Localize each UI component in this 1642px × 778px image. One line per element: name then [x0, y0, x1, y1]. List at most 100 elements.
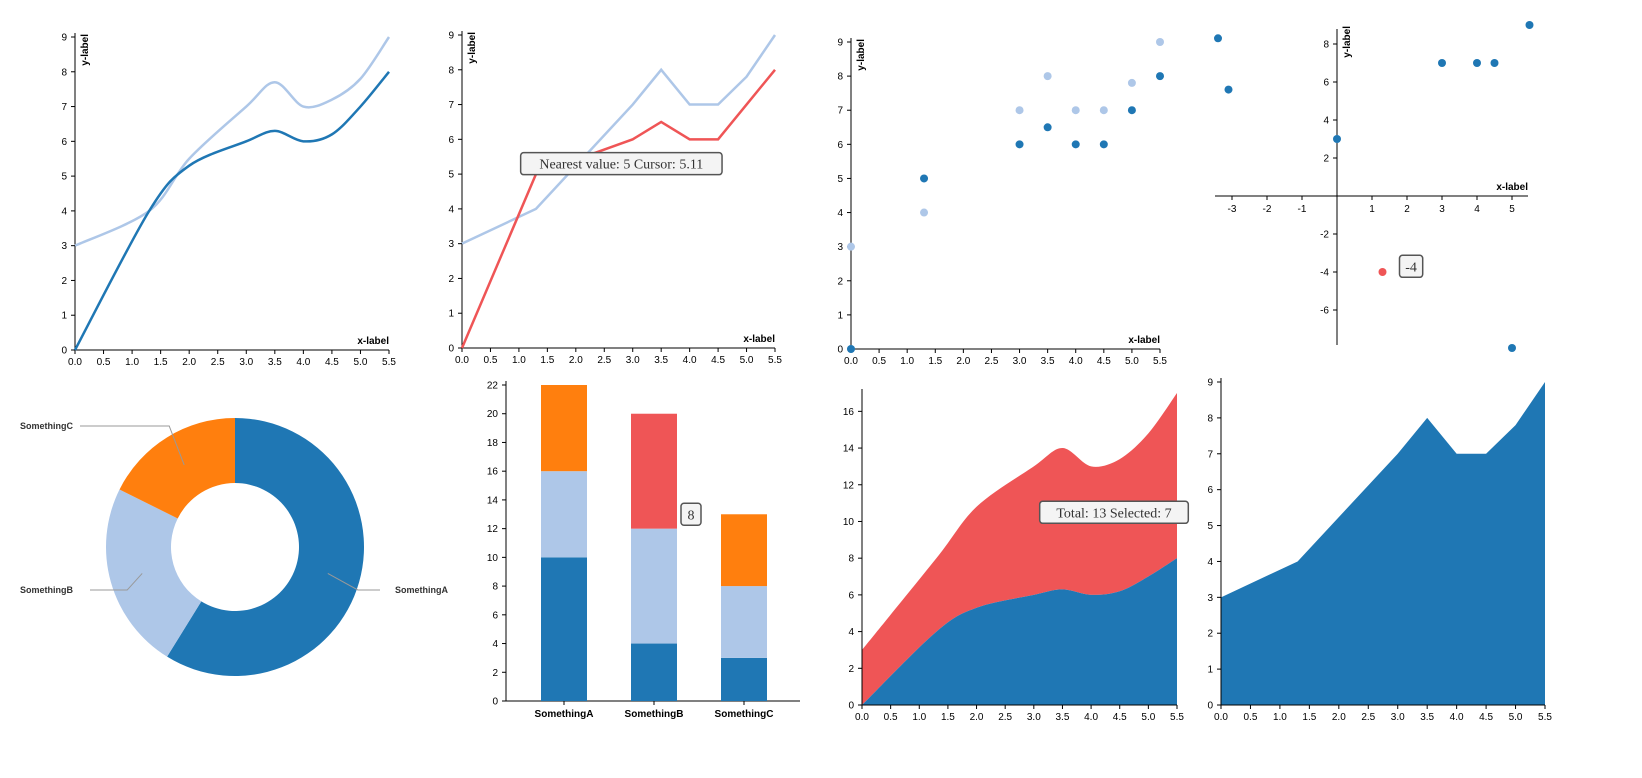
scatter-point-s1[interactable]	[1525, 21, 1534, 29]
tooltip-box	[680, 502, 702, 527]
scatter-point-s1[interactable]	[1127, 78, 1136, 87]
y-tick-label: 2	[848, 664, 854, 675]
area-series-1[interactable]	[1221, 382, 1545, 705]
area-series-2[interactable]	[862, 393, 1177, 705]
scatter-point-s2[interactable]	[1127, 106, 1136, 115]
leader-line	[80, 425, 185, 466]
y-tick-label: 3	[1207, 593, 1213, 604]
scatter-chart-1: 0.0 0.5 1.0 1.5 2.0 2.5 3.0 3.5 4.0 4.5 5.0 5.5 0 1 2 3…	[837, 38, 1167, 368]
scatter-point-s1[interactable]	[1214, 34, 1222, 43]
x-tick-label: 3.0	[239, 357, 253, 368]
x-tick-label: 5.5	[1153, 356, 1167, 367]
y-tick-label: 7	[448, 100, 454, 111]
bar-segment-somethingb-2[interactable]	[631, 528, 677, 644]
y-tick-label: 0	[492, 697, 498, 708]
leader-line	[327, 572, 380, 591]
y-tick-label: 5	[61, 172, 67, 183]
bar-segment-somethinga-1[interactable]	[541, 557, 587, 701]
y-axis-title: y-label	[80, 34, 91, 66]
scatter-point-s1[interactable]	[920, 208, 929, 217]
bar-segment-somethingb-1[interactable]	[631, 643, 677, 701]
x-tick-label: 5.0	[1509, 712, 1523, 723]
y-tick-label: 8	[492, 582, 498, 593]
y-tick-label: 1	[61, 311, 67, 322]
tooltip-text: Nearest value: 5 Cursor: 5.11	[539, 158, 703, 173]
x-tick-label: 1.5	[154, 357, 168, 368]
scatter-point-s1[interactable]	[1438, 59, 1446, 67]
y-axis-title: y-label	[467, 32, 478, 64]
x-tick-label: 5.0	[354, 357, 368, 368]
y-tick-label: 0	[1207, 701, 1213, 712]
bar-segment-somethingc-3[interactable]	[721, 514, 767, 587]
line-chart-2: 0.0 0.5 1.0 1.5 2.0 2.5 3.0 3.5 4.0 4.5 5.0 5.5 0 1 2 3…	[448, 31, 782, 367]
y-tick-label: 8	[837, 72, 843, 83]
x-tick-label: 5.5	[1538, 712, 1552, 723]
y-tick-label: -4	[1320, 268, 1329, 279]
y-tick-label: 2	[1323, 154, 1329, 165]
area-series-1[interactable]	[862, 558, 1177, 705]
y-tick-label: 5	[1207, 521, 1213, 532]
x-tick-label: 4	[1474, 204, 1480, 215]
scatter-point-s1[interactable]	[1015, 106, 1024, 115]
scatter-point-s1[interactable]	[1071, 106, 1080, 115]
y-tick-label: 9	[837, 38, 843, 49]
y-tick-label: 0	[837, 345, 843, 356]
scatter-point-s2[interactable]	[1156, 72, 1164, 81]
scatter-point-s1[interactable]	[1490, 59, 1499, 67]
x-tick-label: 1	[1369, 204, 1375, 215]
donut-slice-somethinga[interactable]	[167, 418, 364, 676]
x-tick-label: 4.0	[1069, 356, 1083, 367]
tooltip-box	[1038, 500, 1190, 525]
y-tick-label: 8	[448, 65, 454, 76]
scatter-point-s2[interactable]	[1071, 140, 1080, 149]
tooltip-box	[1398, 254, 1424, 279]
bar-segment-somethinga-3[interactable]	[541, 385, 587, 472]
x-axis-title: x-label	[1128, 335, 1160, 346]
y-tick-label: 10	[487, 553, 499, 564]
donut-slice-somethingc[interactable]	[119, 418, 235, 519]
bar-segment-somethingc-1[interactable]	[721, 657, 767, 701]
y-tick-label: -2	[1320, 230, 1329, 241]
scatter-point-s2[interactable]	[1015, 140, 1024, 149]
y-tick-label: 3	[448, 239, 454, 250]
bar-segment-somethinga-2[interactable]	[541, 471, 587, 558]
y-tick-label: 2	[1207, 629, 1213, 640]
x-tick-label: 2.0	[182, 357, 196, 368]
scatter-point-s1[interactable]	[847, 242, 855, 251]
scatter-point-s1[interactable]	[1156, 38, 1164, 46]
y-tick-label: 5	[837, 174, 843, 185]
bar-segment-somethingb-3[interactable]	[631, 413, 677, 529]
scatter-point-s1[interactable]	[1508, 344, 1516, 352]
y-tick-label: 6	[848, 590, 854, 601]
y-tick-label: 0	[61, 346, 67, 357]
y-tick-label: 7	[1207, 449, 1213, 460]
x-tick-label: 4.0	[1084, 712, 1098, 723]
donut-slice-somethingb[interactable]	[105, 489, 202, 657]
y-tick-label: 1	[1207, 665, 1213, 676]
x-tick-label: 4.0	[1450, 712, 1464, 723]
y-tick-label: 20	[487, 409, 499, 420]
y-tick-label: 6	[837, 140, 843, 151]
bar-segment-somethingc-2[interactable]	[721, 586, 767, 658]
scatter-point-s2[interactable]	[1378, 268, 1387, 276]
scatter-point-s1[interactable]	[1224, 85, 1233, 94]
leader-line	[90, 573, 143, 591]
y-tick-label: 10	[843, 517, 855, 528]
scatter-point-s1[interactable]	[1099, 106, 1108, 115]
scatter-point-s2[interactable]	[847, 345, 855, 353]
y-axis-title: y-label	[1342, 26, 1353, 58]
x-tick-label: 2.0	[1332, 712, 1346, 723]
x-tick-label: 2.0	[569, 355, 583, 366]
y-tick-label: 6	[61, 137, 67, 148]
scatter-point-s1[interactable]	[1333, 135, 1341, 143]
scatter-point-s1[interactable]	[1473, 59, 1481, 67]
y-tick-label: 7	[61, 102, 67, 113]
x-tick-label: 1.0	[512, 355, 526, 366]
scatter-point-s2[interactable]	[1043, 123, 1052, 132]
x-tick-label: 0.5	[884, 712, 898, 723]
scatter-point-s2[interactable]	[1099, 140, 1108, 149]
scatter-point-s1[interactable]	[1043, 72, 1052, 81]
scatter-point-s2[interactable]	[920, 174, 929, 183]
x-tick-label: 0.5	[872, 356, 886, 367]
x-tick-label: 3.5	[268, 357, 282, 368]
